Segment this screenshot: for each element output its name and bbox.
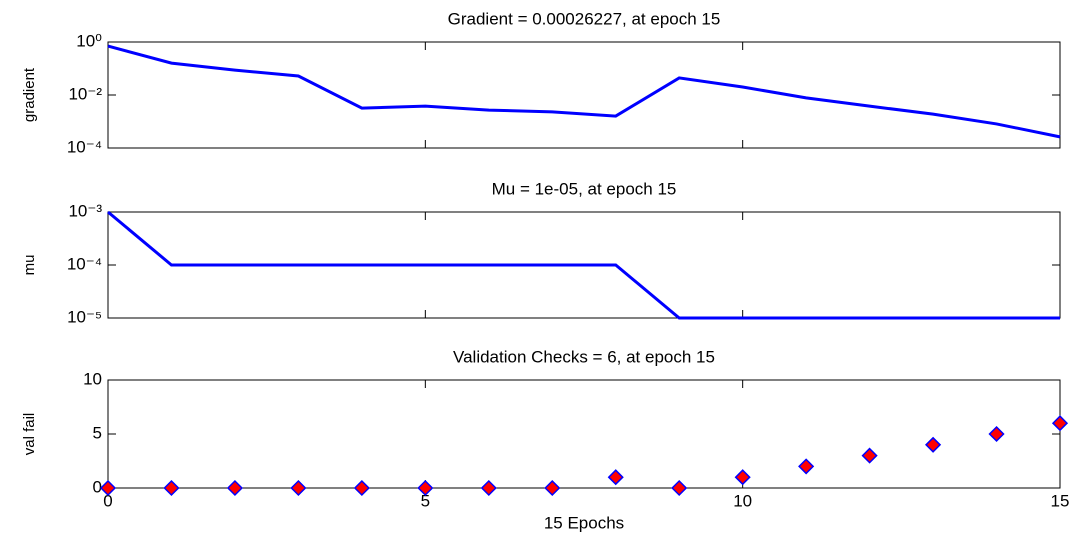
data-point bbox=[607, 469, 624, 486]
y-axis-label: val fail bbox=[21, 413, 38, 456]
y-tick-label: 0 bbox=[93, 477, 102, 496]
chart-title: Gradient = 0.00026227, at epoch 15 bbox=[448, 9, 721, 28]
data-point bbox=[861, 447, 878, 464]
data-point bbox=[544, 479, 561, 497]
x-tick-label: 0 bbox=[103, 491, 112, 510]
data-point bbox=[290, 479, 307, 497]
y-tick-label: 10⁻⁴ bbox=[67, 254, 102, 273]
data-point bbox=[798, 458, 815, 475]
y-tick-label: 10⁻² bbox=[68, 84, 102, 103]
data-point bbox=[734, 469, 751, 486]
data-point bbox=[417, 479, 434, 497]
data-point bbox=[925, 436, 942, 453]
y-tick-label: 10 bbox=[83, 369, 102, 388]
y-axis-label: gradient bbox=[21, 67, 38, 122]
y-tick-label: 10⁻⁴ bbox=[67, 137, 102, 156]
y-tick-label: 10⁻³ bbox=[68, 201, 102, 220]
data-point bbox=[988, 425, 1005, 443]
data-point bbox=[99, 479, 117, 497]
data-point bbox=[1051, 415, 1069, 432]
axes-box bbox=[107, 379, 1061, 489]
chart-title: Validation Checks = 6, at epoch 15 bbox=[453, 347, 715, 366]
x-tick-label: 15 bbox=[1051, 491, 1070, 510]
data-line bbox=[107, 210, 1060, 320]
y-tick-label: 5 bbox=[93, 423, 102, 442]
y-axis-label: mu bbox=[21, 255, 38, 276]
axes-box bbox=[107, 41, 1061, 149]
data-line bbox=[107, 44, 1061, 139]
x-tick-label: 5 bbox=[421, 491, 430, 510]
data-point bbox=[226, 479, 243, 497]
chart-title: Mu = 1e-05, at epoch 15 bbox=[492, 179, 677, 198]
y-tick-label: 10⁰ bbox=[76, 31, 102, 50]
data-point bbox=[480, 479, 497, 497]
y-tick-label: 10⁻⁵ bbox=[67, 307, 102, 326]
data-point bbox=[353, 479, 370, 497]
data-point bbox=[163, 479, 180, 497]
data-point bbox=[671, 479, 688, 497]
x-axis-label: 15 Epochs bbox=[544, 513, 624, 532]
x-tick-label: 10 bbox=[733, 491, 752, 510]
